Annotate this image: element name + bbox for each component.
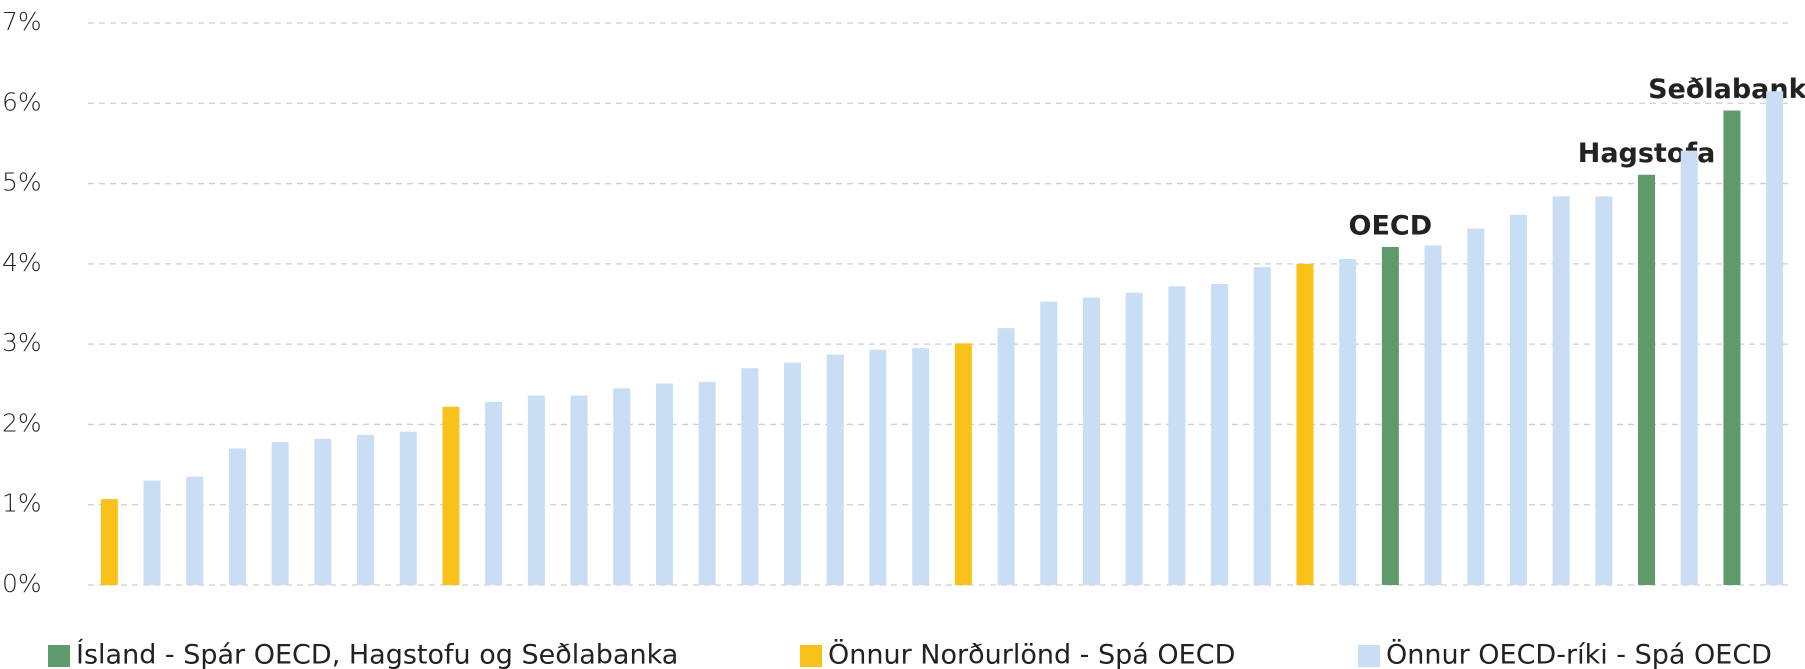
bar [527,395,545,585]
bar [1595,196,1613,585]
bar [912,348,930,585]
bar [954,343,972,585]
bar [1168,286,1186,585]
bar [485,401,503,585]
bar [1467,228,1485,585]
legend-label: Önnur OECD-ríki - Spá OECD [1386,639,1772,669]
bar [314,438,332,585]
bar [1296,263,1314,585]
bar [442,406,460,585]
bar [655,383,673,585]
bar [143,480,161,585]
bar [826,354,844,585]
y-tick-label: 0% [2,569,42,598]
bar [997,328,1015,585]
bar [1339,259,1357,585]
bar [1211,283,1229,585]
bar [1766,91,1784,585]
y-tick-label: 1% [2,489,42,518]
y-tick-label: 3% [2,328,42,357]
bar [1638,174,1656,586]
bar [357,434,375,585]
bar [570,395,588,585]
legend-swatch [1358,645,1380,667]
bar [100,499,118,585]
bar [271,442,289,585]
bar [698,381,716,585]
legend-label: Ísland - Spár OECD, Hagstofu og Seðlaban… [76,639,678,669]
legend-swatch [48,645,70,667]
bar [613,388,631,585]
bar [1253,267,1271,585]
y-tick-label: 6% [2,87,42,116]
bar [399,431,417,585]
bar [228,448,246,585]
bar [1723,110,1741,586]
bar [1680,150,1698,585]
bar [1381,246,1399,586]
bar [869,349,887,585]
annotation: OECD [1349,210,1433,241]
bar [741,368,759,585]
bar [186,476,204,585]
legend-swatch [800,645,822,667]
bar [1040,301,1058,585]
y-tick-label: 2% [2,408,42,437]
bar [1552,196,1570,585]
bar [1082,297,1100,585]
legend-label: Önnur Norðurlönd - Spá OECD [828,639,1235,669]
bar [1509,214,1527,585]
y-tick-label: 5% [2,168,42,197]
y-tick-label: 4% [2,248,42,277]
bar [1424,245,1442,586]
bar [1125,292,1143,585]
y-tick-label: 7% [2,7,42,36]
bar [784,362,802,585]
